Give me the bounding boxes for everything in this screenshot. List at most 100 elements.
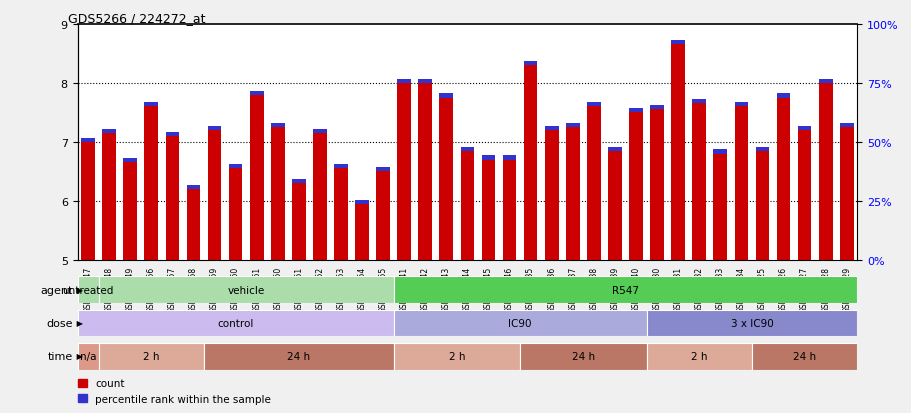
Bar [712, 150, 726, 154]
Bar [502, 160, 516, 260]
Text: GDS5266 / 224272_at: GDS5266 / 224272_at [68, 12, 206, 25]
Bar [439, 98, 453, 260]
Bar [776, 94, 790, 98]
Bar [81, 138, 95, 142]
Bar [98, 277, 394, 304]
Bar [418, 83, 432, 260]
Text: R547: R547 [611, 285, 639, 295]
Bar [646, 343, 751, 370]
Text: 2 h: 2 h [691, 351, 707, 361]
Text: 2 h: 2 h [448, 351, 465, 361]
Bar [187, 190, 200, 260]
Text: 3 x IC90: 3 x IC90 [730, 318, 773, 328]
Text: time: time [47, 351, 73, 361]
Bar [544, 127, 558, 131]
Bar [165, 137, 179, 260]
Bar [544, 131, 558, 260]
Bar [733, 103, 747, 107]
Bar [566, 128, 579, 260]
Bar [839, 123, 853, 128]
Bar [312, 130, 326, 134]
Bar [229, 169, 242, 260]
Bar [376, 172, 390, 260]
Bar [394, 310, 646, 337]
Bar [629, 113, 642, 260]
Bar [818, 80, 832, 83]
Bar [460, 151, 474, 260]
Bar [670, 41, 684, 45]
Bar [587, 107, 600, 260]
Bar [691, 100, 705, 104]
Bar [144, 107, 158, 260]
Text: ▶: ▶ [74, 285, 83, 294]
Bar [523, 62, 537, 66]
Text: n/a: n/a [80, 351, 97, 361]
Bar [418, 80, 432, 83]
Bar [733, 107, 747, 260]
Legend: count, percentile rank within the sample: count, percentile rank within the sample [74, 374, 275, 408]
Bar [839, 128, 853, 260]
Bar [397, 83, 411, 260]
Bar [776, 98, 790, 260]
Bar [312, 134, 326, 260]
Bar [751, 343, 856, 370]
Text: control: control [217, 318, 253, 328]
Bar [439, 94, 453, 98]
Bar [77, 343, 98, 370]
Text: 24 h: 24 h [571, 351, 594, 361]
Text: dose: dose [46, 318, 73, 328]
Bar [77, 277, 98, 304]
Bar [755, 147, 769, 151]
Bar [123, 163, 137, 260]
Bar [797, 127, 811, 131]
Text: untreated: untreated [62, 285, 114, 295]
Bar [81, 142, 95, 260]
Bar [646, 310, 856, 337]
Bar [670, 45, 684, 260]
Bar [629, 109, 642, 113]
Bar [354, 200, 368, 204]
Bar [144, 103, 158, 107]
Bar [271, 123, 284, 128]
Bar [204, 343, 394, 370]
Bar [566, 123, 579, 128]
Bar [229, 165, 242, 169]
Bar [394, 343, 519, 370]
Bar [187, 185, 200, 190]
Bar [333, 165, 347, 169]
Bar [481, 160, 495, 260]
Bar [502, 156, 516, 160]
Text: ▶: ▶ [74, 351, 83, 361]
Bar [354, 204, 368, 260]
Bar [523, 66, 537, 260]
Bar [102, 134, 116, 260]
Bar [397, 80, 411, 83]
Text: IC90: IC90 [507, 318, 531, 328]
Text: 24 h: 24 h [287, 351, 310, 361]
Bar [333, 169, 347, 260]
Bar [208, 131, 221, 260]
Bar [77, 310, 394, 337]
Bar [712, 154, 726, 260]
Bar [292, 184, 305, 260]
Bar [691, 104, 705, 260]
Bar [460, 147, 474, 151]
Bar [608, 151, 621, 260]
Bar [376, 168, 390, 172]
Text: ▶: ▶ [74, 318, 83, 328]
Bar [123, 159, 137, 163]
Bar [608, 147, 621, 151]
Bar [292, 180, 305, 184]
Text: vehicle: vehicle [227, 285, 264, 295]
Bar [250, 95, 263, 260]
Bar [797, 131, 811, 260]
Bar [98, 343, 204, 370]
Text: 24 h: 24 h [793, 351, 815, 361]
Text: 2 h: 2 h [143, 351, 159, 361]
Bar [818, 83, 832, 260]
Bar [250, 91, 263, 95]
Text: agent: agent [41, 285, 73, 295]
Bar [755, 151, 769, 260]
Bar [271, 128, 284, 260]
Bar [102, 130, 116, 134]
